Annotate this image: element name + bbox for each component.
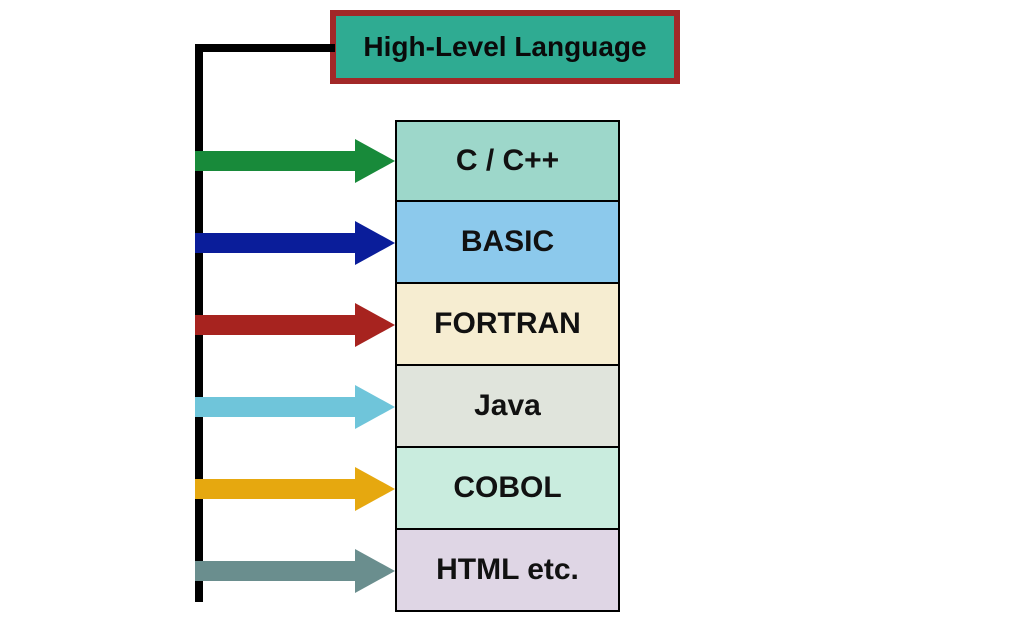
language-item: C / C++ (395, 120, 620, 202)
language-label: BASIC (461, 225, 554, 259)
arrow-icon (195, 467, 395, 511)
arrow-icon (195, 303, 395, 347)
connector-horizontal-line (195, 44, 335, 52)
language-item: HTML etc. (395, 530, 620, 612)
language-label: HTML etc. (436, 553, 579, 587)
title-box: High-Level Language (330, 10, 680, 84)
title-text: High-Level Language (363, 31, 646, 63)
arrow-icon (195, 139, 395, 183)
arrow-icon (195, 385, 395, 429)
language-item: FORTRAN (395, 284, 620, 366)
diagram-canvas: High-Level Language C / C++ BASIC FORTRAN J… (0, 0, 1024, 630)
language-item: COBOL (395, 448, 620, 530)
language-label: C / C++ (456, 144, 559, 178)
language-item: Java (395, 366, 620, 448)
arrow-icon (195, 549, 395, 593)
language-label: FORTRAN (434, 307, 581, 341)
language-label: Java (474, 389, 541, 423)
language-label: COBOL (453, 471, 561, 505)
arrow-icon (195, 221, 395, 265)
language-item: BASIC (395, 202, 620, 284)
